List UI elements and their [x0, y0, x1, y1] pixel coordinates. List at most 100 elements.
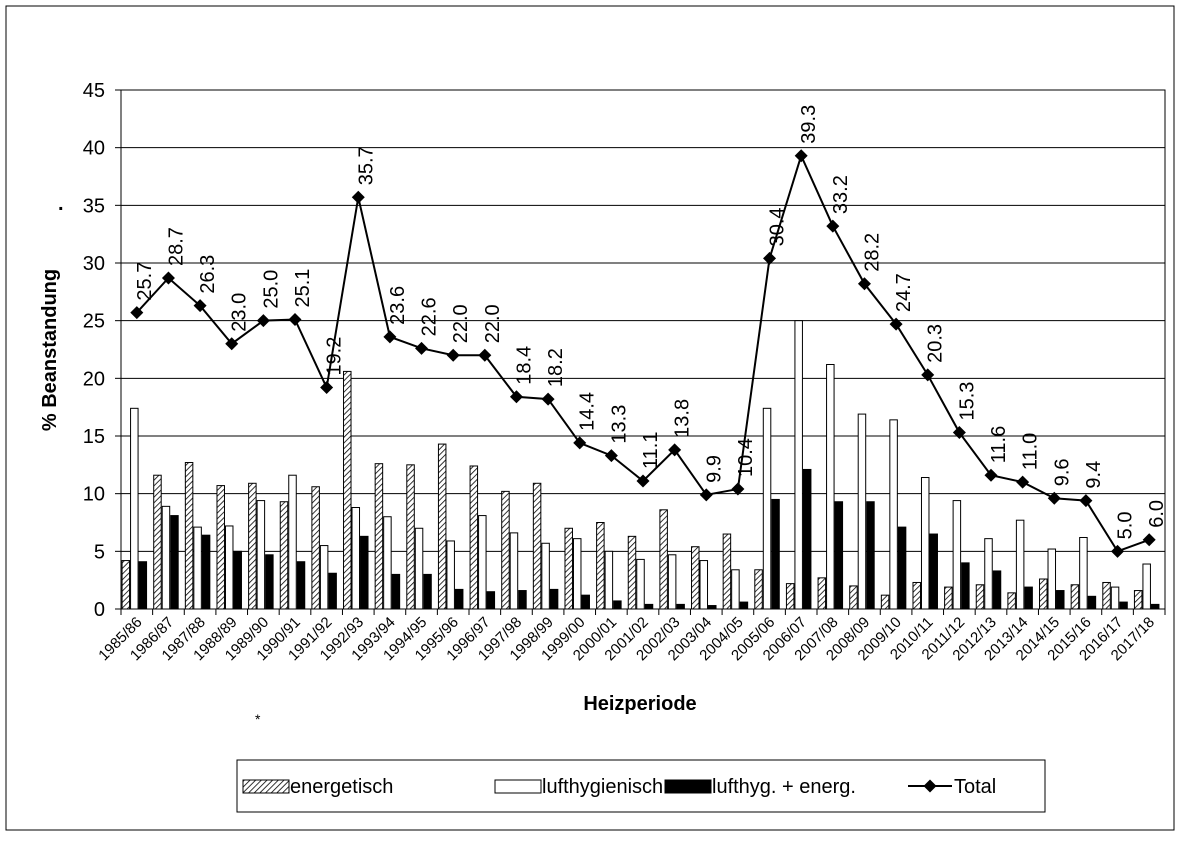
- bar: [1047, 548, 1057, 610]
- bar: [708, 605, 717, 610]
- data-label: 14.4: [577, 392, 599, 431]
- x-axis-title: Heizperiode: [583, 693, 696, 715]
- bar: [130, 407, 139, 610]
- bar: [256, 500, 266, 610]
- total-marker: [857, 277, 871, 291]
- bar: [406, 464, 415, 610]
- bar: [1119, 601, 1128, 610]
- total-marker: [193, 299, 207, 313]
- data-label: 9.4: [1083, 461, 1105, 489]
- total-marker: [225, 337, 239, 351]
- total-marker: [541, 392, 555, 406]
- bar: [667, 554, 677, 610]
- total-marker: [889, 317, 903, 331]
- bar: [233, 550, 242, 610]
- bar: [897, 526, 907, 610]
- bar: [627, 535, 637, 610]
- data-label: 22.0: [450, 304, 472, 343]
- total-marker: [636, 474, 650, 488]
- y-axis-title: % Beanstandung: [39, 269, 61, 431]
- bar: [328, 572, 337, 610]
- y-tick-label: 40: [83, 138, 105, 160]
- bar: [1056, 590, 1065, 610]
- data-label: 35.7: [355, 146, 377, 185]
- total-marker: [446, 348, 460, 362]
- total-marker: [604, 449, 618, 463]
- bar: [311, 486, 320, 610]
- bar: [866, 501, 875, 610]
- legend-swatch: [664, 779, 712, 794]
- bar: [1007, 592, 1016, 610]
- bar: [518, 590, 527, 610]
- data-label: 23.0: [229, 293, 251, 332]
- bar: [532, 482, 542, 610]
- total-marker: [763, 251, 777, 265]
- total-marker: [731, 482, 745, 496]
- total-marker: [1142, 533, 1156, 547]
- bar: [486, 591, 496, 610]
- bar: [794, 320, 803, 610]
- bar: [739, 601, 749, 610]
- bar: [659, 509, 668, 610]
- y-tick-label: 15: [83, 426, 105, 448]
- bar: [288, 474, 297, 610]
- total-marker: [478, 348, 492, 362]
- data-label: 25.7: [134, 262, 156, 301]
- y-tick-label: 35: [83, 195, 105, 217]
- bar: [343, 370, 352, 610]
- y-tick-label: 30: [83, 253, 105, 275]
- total-marker: [573, 436, 587, 450]
- total-marker: [921, 368, 935, 382]
- total-marker: [383, 330, 397, 344]
- y-tick-label: 5: [94, 541, 105, 563]
- data-label: 11.1: [640, 432, 662, 469]
- total-marker: [288, 313, 302, 327]
- bar: [423, 573, 432, 610]
- bar: [731, 569, 740, 610]
- total-marker: [161, 271, 175, 285]
- bar: [771, 498, 780, 610]
- bar: [446, 540, 455, 610]
- data-label: 13.8: [672, 399, 694, 438]
- bar: [509, 532, 519, 610]
- legend-marker: [923, 779, 937, 793]
- data-label: 39.3: [798, 105, 820, 144]
- bar: [952, 500, 962, 610]
- bar: [581, 594, 590, 610]
- total-marker: [509, 390, 523, 404]
- bar: [279, 501, 289, 610]
- bar: [391, 573, 401, 610]
- bar: [414, 527, 424, 610]
- bar: [1142, 563, 1151, 610]
- data-label: 23.6: [387, 286, 409, 325]
- data-label: 18.4: [513, 346, 535, 385]
- bar: [224, 525, 234, 610]
- bar: [699, 560, 709, 610]
- bar: [636, 558, 645, 610]
- bar: [1039, 578, 1048, 610]
- bar: [161, 505, 171, 610]
- bar: [613, 600, 622, 610]
- data-label: 19.2: [324, 337, 346, 376]
- bar: [1070, 584, 1080, 610]
- bar: [296, 561, 306, 610]
- bar: [644, 603, 654, 610]
- bar: [596, 522, 605, 610]
- bar: [572, 538, 582, 610]
- data-label: 11.0: [1020, 433, 1042, 470]
- data-label: 6.0: [1146, 500, 1168, 528]
- data-label: 22.6: [419, 297, 441, 336]
- bar: [184, 462, 194, 610]
- bar: [817, 577, 827, 610]
- bar: [351, 507, 361, 610]
- total-marker: [130, 306, 144, 320]
- bar: [826, 363, 835, 610]
- bar: [437, 443, 447, 610]
- total-marker: [794, 149, 808, 163]
- annotation: .: [58, 193, 64, 215]
- total-marker: [826, 219, 840, 233]
- data-label: 18.2: [545, 348, 567, 387]
- bar: [785, 583, 795, 610]
- bar: [501, 490, 510, 610]
- bar: [138, 561, 148, 610]
